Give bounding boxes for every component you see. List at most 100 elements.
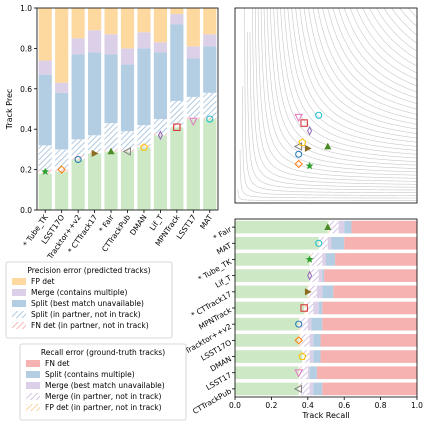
legend-swatch <box>12 311 26 318</box>
legend-frame <box>19 343 187 421</box>
contour-line <box>303 8 417 130</box>
rec-bar-marker <box>298 352 307 360</box>
contour-line <box>263 8 417 173</box>
prec-bar-segment <box>55 171 69 210</box>
contour-line <box>287 8 417 147</box>
rec-bar-segment <box>320 236 328 250</box>
rec-bar-segment <box>333 285 417 299</box>
legend-swatch <box>26 382 40 389</box>
contour-line <box>407 8 417 18</box>
prec-bar-segment <box>38 145 52 170</box>
rec-bar-segment <box>318 236 321 250</box>
contour-line <box>241 86 417 196</box>
rec-bar-segment <box>324 269 417 282</box>
rec-bar-segment <box>318 269 323 282</box>
prec-bar-segment <box>153 8 167 43</box>
prec-bar-segment <box>170 127 184 210</box>
prec-bar-segment <box>170 125 184 128</box>
contour-line <box>257 8 417 179</box>
rec-bar-segment <box>309 269 312 282</box>
prec-bar-segment <box>170 14 184 25</box>
rec-bar-segment <box>235 301 305 315</box>
contour-line <box>349 8 417 80</box>
prec-bar-segment <box>120 151 135 210</box>
contour-line <box>273 8 417 162</box>
prec-bar-segment <box>104 34 118 55</box>
prec-bar-segment <box>104 8 118 35</box>
prec-ytick-label: 0.0 <box>20 206 32 215</box>
legend-swatch <box>12 300 26 307</box>
rec-bar-segment <box>311 253 323 266</box>
prec-bar-segment <box>203 34 217 47</box>
rec-bar-segment <box>344 220 352 234</box>
legend-label: FP det (in partner, not in track) <box>45 403 162 412</box>
legend-swatch <box>12 289 26 296</box>
prec-bar-segment <box>137 8 151 33</box>
prec-bar-segment <box>104 123 118 150</box>
prec-bar-marker <box>74 155 82 164</box>
legend-label: FN det (in partner, not in track) <box>31 321 149 330</box>
rec-bar-segment <box>309 285 317 299</box>
rec-ytick-label: CTTrackPub <box>191 386 233 416</box>
prec-bar-segment <box>104 151 118 210</box>
legend-label: Split (best match unavailable) <box>31 299 144 308</box>
prec-xtick-label: MAT <box>198 213 215 231</box>
rec-bar-segment <box>309 350 314 363</box>
rec-bar-segment <box>322 382 417 396</box>
scatter-point <box>315 111 323 119</box>
prec-bar-segment <box>120 8 135 49</box>
contour-line <box>237 188 417 201</box>
prec-bar-segment <box>71 38 85 55</box>
prec-bar-marker <box>206 115 214 123</box>
rec-bar-segment <box>302 350 305 363</box>
rec-bar-segment <box>235 220 328 234</box>
prec-bar-segment <box>186 58 200 97</box>
rec-bar-segment <box>311 269 319 282</box>
rec-bar-segment <box>235 382 299 396</box>
contour-line <box>327 8 417 104</box>
rec-bar-segment <box>235 269 310 282</box>
rec-bar-segment <box>300 366 308 380</box>
rec-bar-segment <box>329 220 339 234</box>
scatter-point <box>294 159 303 169</box>
prec-bar-segment <box>88 153 102 210</box>
rec-bar-segment <box>298 334 301 347</box>
prec-bar-segment <box>203 119 217 210</box>
prec-ytick-label: 0.2 <box>20 166 32 175</box>
legend-swatch <box>26 360 40 367</box>
scatter-point <box>304 144 312 152</box>
rec-bar-segment <box>335 253 417 266</box>
prec-bar-segment <box>88 52 102 136</box>
prec-bar-segment <box>137 147 151 210</box>
contour-line <box>356 8 417 74</box>
prec-bar-segment <box>88 8 102 31</box>
prec-bar-segment <box>88 30 102 53</box>
contour-lines <box>237 8 417 201</box>
prec-bar-marker <box>57 165 66 174</box>
rec-bar-segment <box>320 350 417 363</box>
legend-swatch <box>26 393 40 400</box>
contour-line <box>332 8 417 99</box>
rec-bar-segment <box>300 317 308 331</box>
contour-line <box>246 31 417 191</box>
scatter-point <box>295 150 303 158</box>
rec-bar-segment <box>351 220 417 234</box>
rec-bar-segment <box>304 350 310 363</box>
rec-xtick-label: 0.4 <box>302 401 314 410</box>
rec-bar-segment <box>235 350 303 363</box>
rec-bar-segment <box>313 382 323 396</box>
prec-bar-segment <box>203 46 217 93</box>
rec-xtick-label: 0.0 <box>229 401 241 410</box>
contour-line <box>266 8 417 169</box>
rec-bar-segment <box>313 350 321 363</box>
contour-line <box>239 150 417 199</box>
prec-bar-marker <box>91 149 99 157</box>
contour-line <box>299 8 417 134</box>
contour-line <box>338 8 417 93</box>
contour-line <box>317 8 417 115</box>
contour-line <box>283 8 417 151</box>
contour-line <box>254 8 417 182</box>
prec-bar-segment <box>137 32 151 49</box>
